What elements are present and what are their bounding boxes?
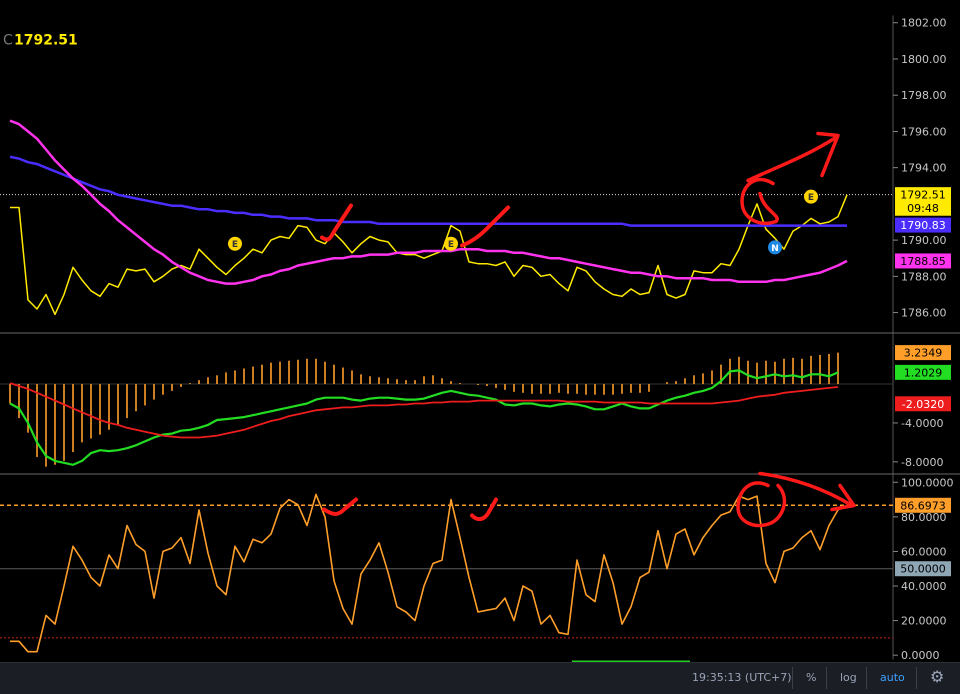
last-value-badge	[895, 364, 951, 380]
last-value-badge	[895, 561, 951, 577]
annotation-circle-1	[740, 177, 779, 225]
price-line[interactable]	[10, 194, 848, 316]
last-value-badge	[895, 497, 951, 513]
event-marker[interactable]	[768, 240, 782, 255]
ma-fast-line[interactable]	[9, 119, 848, 285]
y-tick-label: 1796.00	[901, 125, 947, 138]
last-value-text: -2.0320	[902, 398, 944, 411]
status-divider	[792, 667, 793, 689]
plot-area[interactable]	[0, 15, 893, 678]
last-value-text: 09:48	[907, 202, 939, 215]
macd-line-line[interactable]	[9, 369, 839, 466]
price-pane[interactable]: 1802.00 1800.00 1798.00 1796.00 1794.00 1790.…	[0, 17, 951, 320]
event-marker-label: N	[771, 244, 779, 254]
annotation-check-1	[320, 203, 353, 242]
annotation-circle-2	[736, 481, 787, 528]
percent-scale-toggle[interactable]: %	[806, 671, 817, 684]
macd-pane[interactable]: -4.0000 -8.0000 3.2349 1.2029 -2.0320	[0, 345, 951, 469]
auto-scale-toggle[interactable]: auto	[880, 671, 905, 684]
symbol-fragment: C	[3, 33, 13, 49]
last-value-badge	[895, 345, 951, 361]
last-value-text: 1.2029	[904, 366, 943, 379]
clock-readout[interactable]: 19:35:13 (UTC+7)	[692, 671, 792, 684]
y-tick-label: 20.0000	[901, 615, 947, 628]
y-tick-label: 40.0000	[901, 580, 947, 593]
status-divider	[916, 667, 917, 689]
annotation-check-2	[460, 205, 510, 248]
last-value-text: 50.0000	[900, 563, 946, 576]
event-marker-label: E	[232, 240, 238, 250]
status-divider	[826, 667, 827, 689]
y-tick-label: 1788.00	[901, 270, 947, 283]
oscillator-pane[interactable]: 100.0000 80.0000 60.0000 40.0000 20.0000 0.00…	[0, 476, 954, 662]
event-marker-label: E	[448, 240, 454, 250]
last-value-text: 1788.85	[900, 255, 946, 268]
status-divider	[866, 667, 867, 689]
last-value-text: 86.6973	[900, 499, 946, 512]
y-tick-label: 1798.00	[901, 89, 947, 102]
y-tick-label: 1794.00	[901, 162, 947, 175]
last-value-text: 3.2349	[904, 347, 943, 360]
y-tick-label: 60.0000	[901, 545, 947, 558]
y-tick-label: 1786.00	[901, 307, 947, 320]
last-value-text: 1790.83	[900, 219, 946, 232]
last-value-badge	[895, 217, 951, 233]
event-marker[interactable]	[228, 236, 242, 251]
gear-icon[interactable]: ⚙	[930, 667, 945, 686]
last-value-text: 1792.51	[900, 189, 946, 202]
last-value-badge	[895, 396, 951, 412]
log-scale-toggle[interactable]: log	[840, 671, 857, 684]
y-tick-label: 1790.00	[901, 234, 947, 247]
y-tick-label: 1802.00	[901, 17, 947, 30]
annotation-arrow-1	[746, 131, 840, 183]
y-tick-label: -4.0000	[901, 417, 943, 430]
chart-header: C 1792.51	[3, 33, 78, 49]
annotation-check-4	[470, 497, 498, 522]
event-marker[interactable]	[444, 236, 458, 251]
y-tick-label: 1800.00	[901, 53, 947, 66]
last-value-badge	[895, 200, 951, 216]
event-marker-label: E	[808, 193, 814, 203]
y-tick-label: 80.0000	[901, 511, 947, 524]
last-value-badge	[895, 253, 951, 269]
status-bar: 19:35:13 (UTC+7) % log auto ⚙	[0, 662, 960, 694]
y-tick-label: -8.0000	[901, 456, 943, 469]
annotation-arrow-2	[758, 471, 856, 512]
header-price: 1792.51	[14, 33, 78, 49]
event-marker[interactable]	[804, 189, 818, 204]
ma-slow-line[interactable]	[9, 155, 847, 227]
annotation-check-3	[322, 497, 358, 516]
last-value-badge	[895, 187, 951, 203]
macd-signal-line[interactable]	[9, 382, 839, 439]
y-tick-label: 0.0000	[901, 649, 940, 662]
osc-line[interactable]	[10, 493, 848, 653]
y-tick-label: 100.0000	[901, 476, 954, 489]
hand-drawn-annotations	[320, 131, 856, 528]
